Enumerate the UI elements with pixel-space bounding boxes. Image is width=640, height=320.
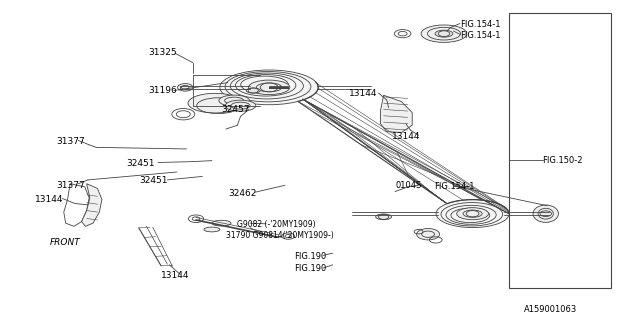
Ellipse shape [204, 227, 220, 232]
Ellipse shape [220, 70, 319, 105]
Ellipse shape [188, 93, 242, 113]
Ellipse shape [248, 80, 290, 95]
Ellipse shape [457, 208, 488, 220]
Ellipse shape [376, 214, 392, 220]
Circle shape [417, 228, 440, 240]
Text: FRONT: FRONT [50, 238, 81, 247]
Text: 31325: 31325 [148, 48, 177, 57]
Ellipse shape [212, 220, 231, 226]
Text: G9082 (-'20MY1909): G9082 (-'20MY1909) [237, 220, 316, 229]
Text: FIG.154-1: FIG.154-1 [460, 20, 500, 29]
Ellipse shape [219, 95, 250, 106]
Ellipse shape [435, 30, 453, 37]
Polygon shape [81, 184, 102, 226]
Text: 13144: 13144 [161, 271, 189, 280]
Circle shape [282, 233, 294, 239]
Text: 32462: 32462 [228, 189, 256, 198]
Text: 32451: 32451 [126, 159, 155, 168]
Text: 32457: 32457 [221, 105, 250, 114]
Circle shape [177, 84, 193, 91]
Polygon shape [64, 184, 89, 226]
Ellipse shape [533, 205, 559, 222]
Text: FIG.154-1: FIG.154-1 [460, 31, 500, 40]
Text: 31196: 31196 [148, 86, 177, 95]
Ellipse shape [225, 100, 256, 111]
Text: 13144: 13144 [349, 89, 377, 98]
Text: FIG.154-1: FIG.154-1 [435, 182, 475, 191]
Text: A159001063: A159001063 [524, 305, 577, 314]
Text: 13144: 13144 [35, 195, 63, 204]
Text: 31377: 31377 [56, 181, 85, 190]
Polygon shape [380, 95, 412, 132]
Bar [509, 13, 611, 288]
Ellipse shape [436, 200, 509, 228]
Text: 31377: 31377 [56, 137, 85, 146]
Text: FIG.190: FIG.190 [294, 252, 327, 261]
Text: FIG.150-2: FIG.150-2 [543, 156, 583, 164]
Circle shape [188, 215, 204, 222]
Text: 0104S: 0104S [395, 181, 421, 190]
Text: FIG.190: FIG.190 [294, 264, 327, 274]
Text: 13144: 13144 [392, 132, 420, 141]
Ellipse shape [246, 88, 260, 93]
Text: 32451: 32451 [139, 176, 167, 185]
Ellipse shape [421, 25, 467, 42]
Text: 31790 G90814('20MY1909-): 31790 G90814('20MY1909-) [226, 231, 333, 240]
